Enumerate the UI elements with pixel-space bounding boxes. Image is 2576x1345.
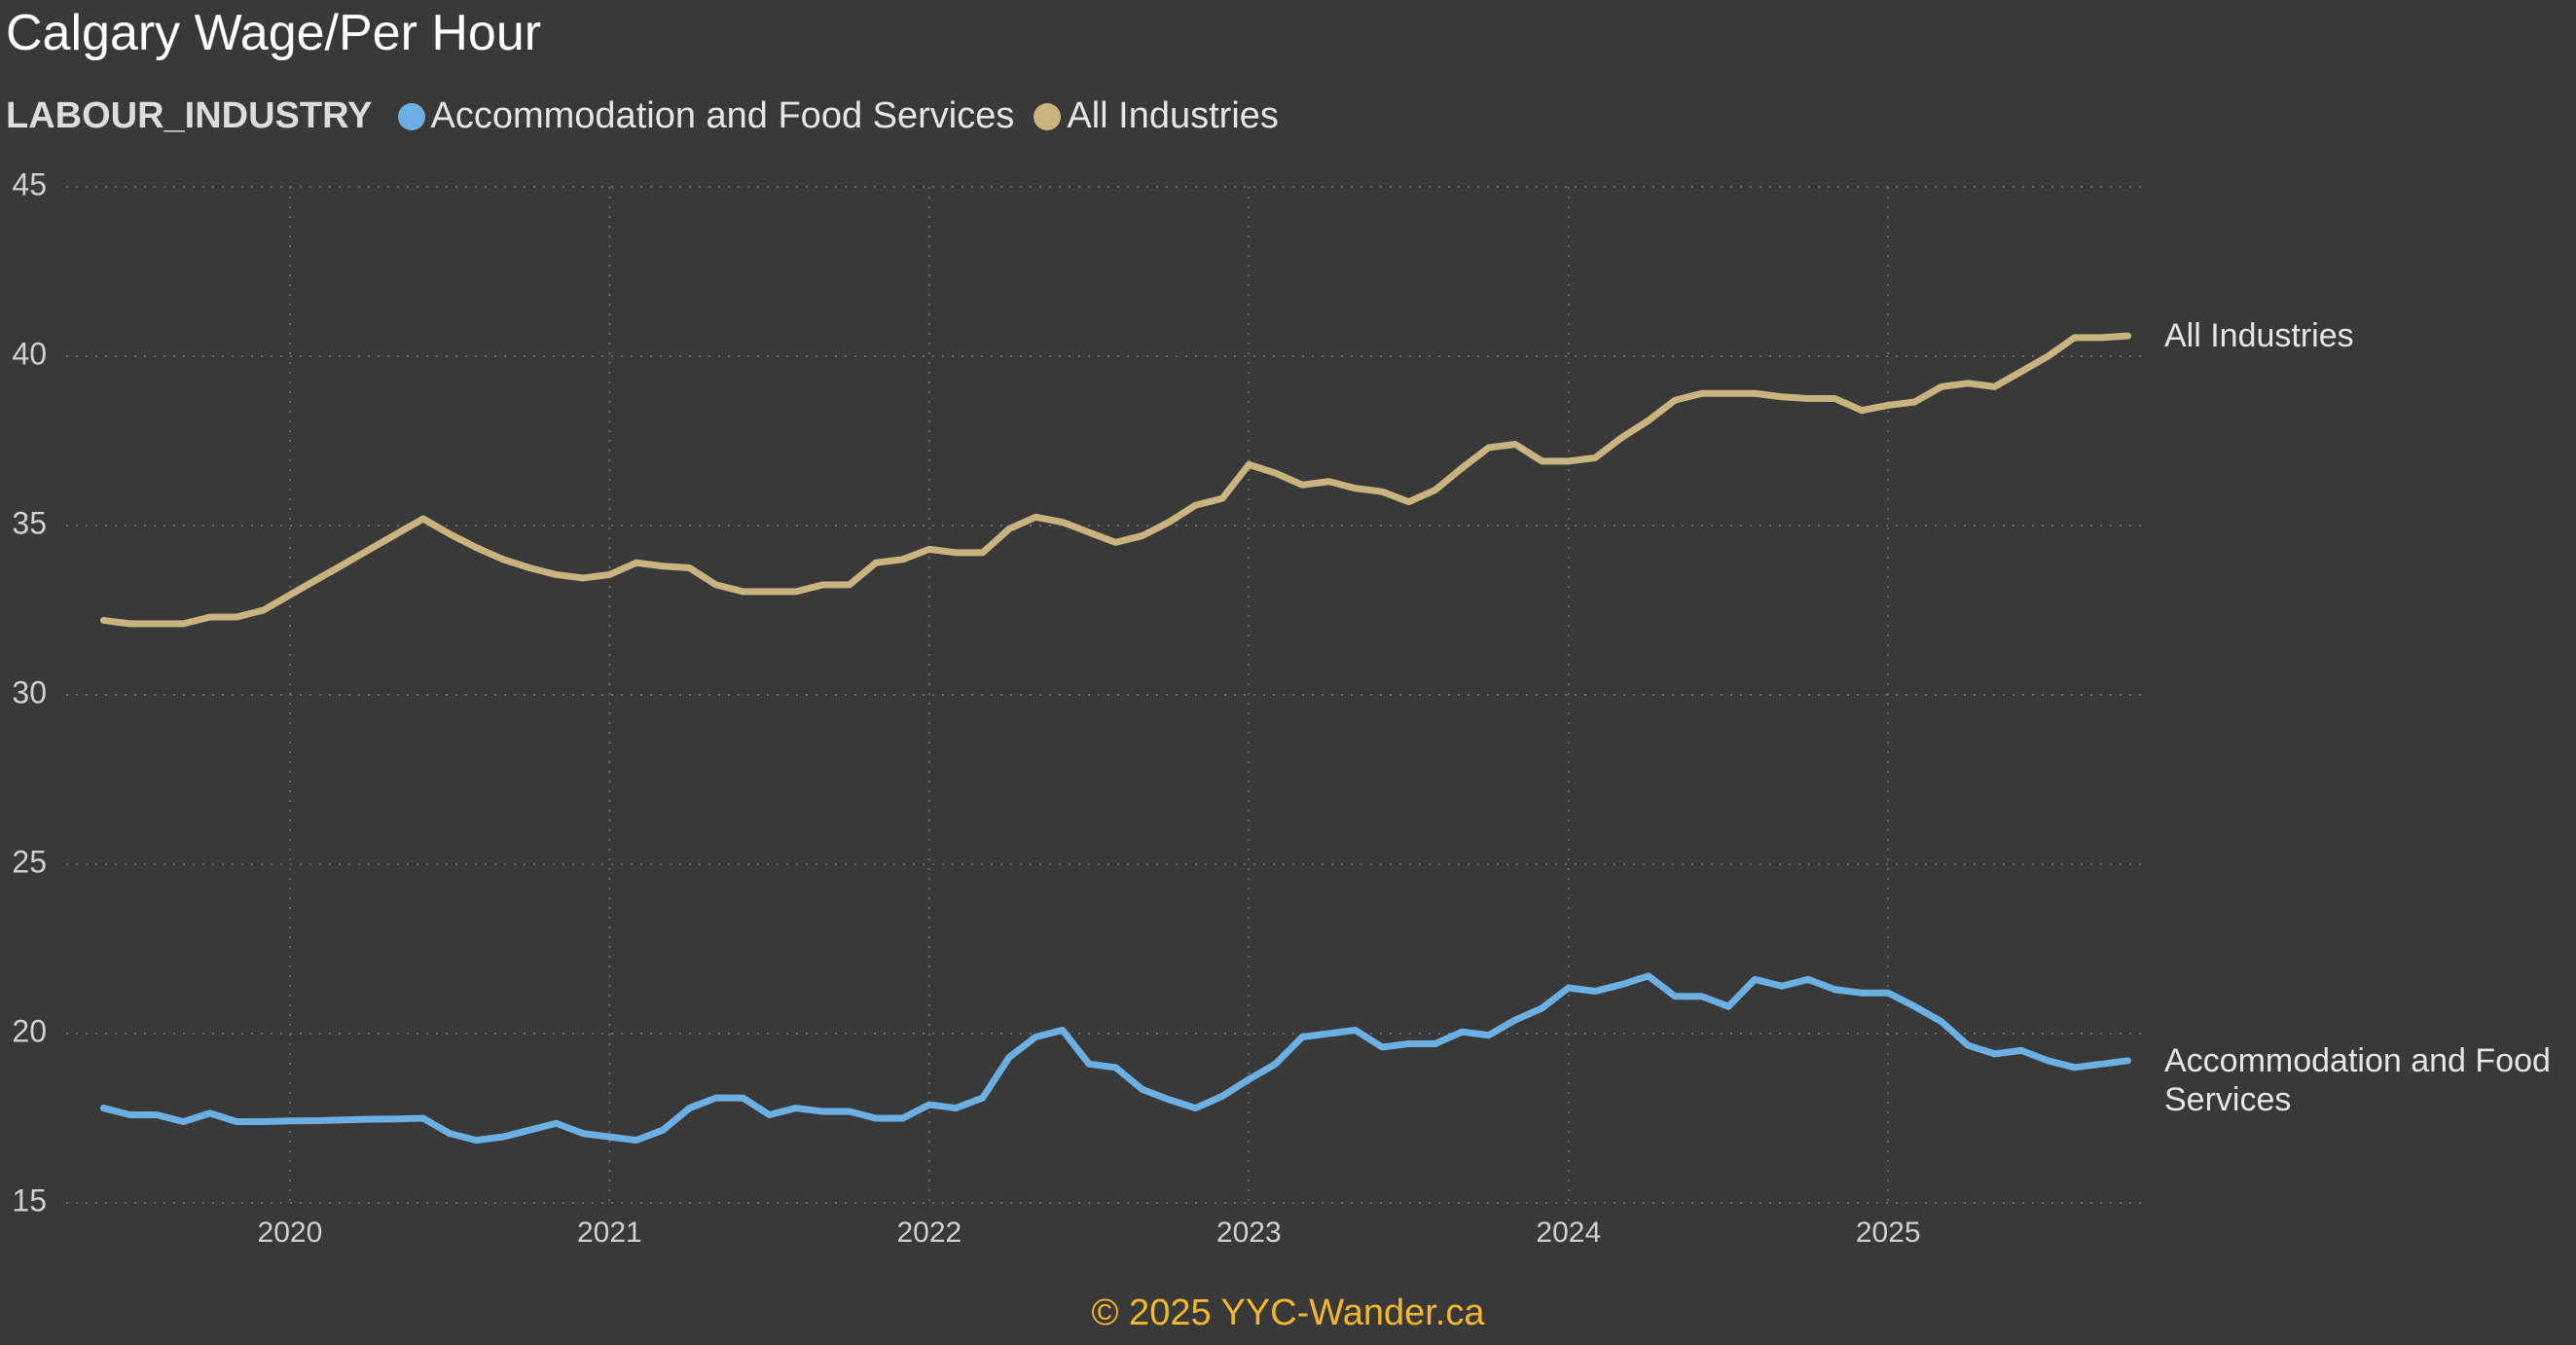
y-tick-label: 25	[12, 844, 47, 879]
y-tick-label: 15	[12, 1182, 47, 1218]
legend-label: All Industries	[1067, 95, 1279, 136]
line-series	[99, 972, 2132, 1145]
legend: LABOUR_INDUSTRY Accommodation and Food S…	[6, 95, 1298, 137]
legend-item: All Industries	[1034, 95, 1279, 137]
x-tick-label: 2024	[1536, 1217, 1601, 1249]
end-label: Accommodation and Food Services	[2164, 1041, 2551, 1118]
legend-title: LABOUR_INDUSTRY	[6, 95, 373, 136]
x-tick-label: 2022	[896, 1217, 961, 1249]
y-tick-label: 30	[12, 674, 47, 709]
legend-marker	[397, 102, 425, 130]
chart-title: Calgary Wage/Per Hour	[6, 5, 542, 61]
y-tick-label: 20	[12, 1013, 47, 1048]
end-label: All Industries	[2164, 317, 2354, 355]
legend-item: Accommodation and Food Services	[397, 95, 1015, 137]
x-tick-label: 2021	[577, 1217, 642, 1249]
footer: © 2025 YYC-Wander.ca	[1091, 1292, 1485, 1333]
legend-marker	[1034, 102, 1062, 130]
y-tick-label: 45	[12, 166, 47, 201]
line-series	[99, 332, 2132, 628]
x-tick-label: 2020	[258, 1217, 323, 1249]
legend-label: Accommodation and Food Services	[430, 95, 1015, 136]
x-tick-label: 2023	[1216, 1217, 1282, 1249]
y-tick-label: 40	[12, 336, 47, 371]
y-tick-label: 35	[12, 505, 47, 540]
x-tick-label: 2025	[1856, 1217, 1921, 1249]
